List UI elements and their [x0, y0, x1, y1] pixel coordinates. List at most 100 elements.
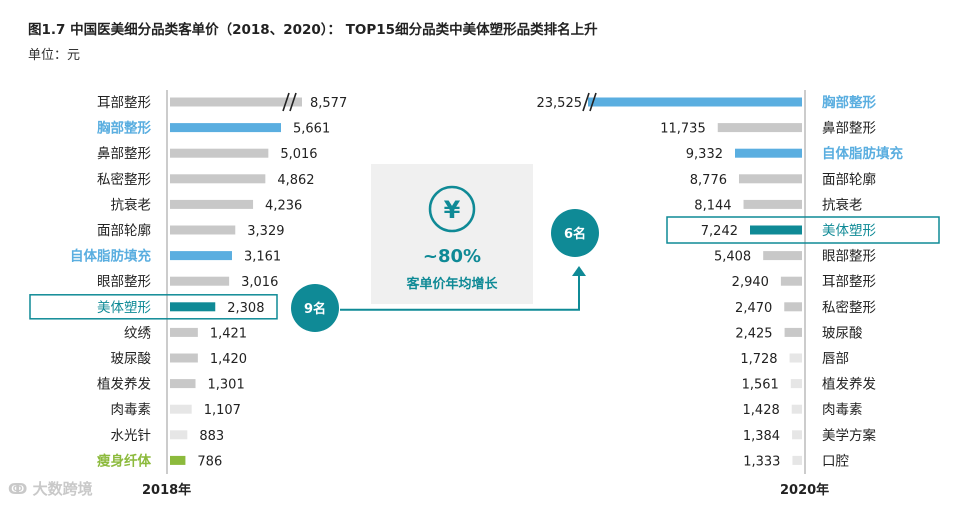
bar-2018-9: [170, 327, 198, 337]
value-label-2018-2: 5,016: [280, 147, 317, 162]
value-label-2018-11: 1,301: [208, 378, 245, 393]
category-label-2020-11: 植发养发: [822, 377, 876, 393]
growth-label: 客单价年均增长: [406, 276, 498, 292]
bar-2020-6: [763, 251, 802, 261]
value-label-2018-0: 8,577: [310, 96, 347, 111]
value-label-2020-4: 8,144: [694, 198, 731, 213]
category-label-2020-3: 面部轮廓: [822, 171, 876, 188]
bar-2018-14: [170, 455, 186, 465]
category-label-2020-7: 耳部整形: [822, 274, 876, 290]
bar-2018-11: [170, 379, 196, 389]
axis-break-mark-2020-a: [582, 92, 590, 112]
value-label-2020-12: 1,428: [743, 403, 780, 418]
axis-break-mark-2018-a: [282, 92, 290, 112]
value-label-2018-12: 1,107: [204, 403, 241, 418]
bar-2018-5: [170, 225, 236, 235]
bar-2020-2: [735, 148, 802, 158]
category-label-2018-9: 纹绣: [124, 325, 151, 341]
category-label-2020-10: 唇部: [822, 351, 849, 367]
category-label-2020-14: 口腔: [822, 453, 849, 469]
rank-badge-2018-label: 9名: [304, 301, 326, 317]
value-label-2020-14: 1,333: [743, 454, 780, 469]
category-label-2020-6: 眼部整形: [822, 249, 876, 265]
bar-2018-7: [170, 276, 230, 286]
bar-2020-11: [790, 379, 802, 389]
connector-arrow: [340, 273, 580, 311]
bar-2020-7: [780, 276, 802, 286]
bar-2018-6: [170, 251, 232, 261]
bar-2020-5: [750, 225, 802, 235]
category-label-2020-0: 胸部整形: [822, 94, 876, 111]
bar-2020-8: [784, 302, 802, 312]
bar-2020-1: [717, 123, 802, 133]
category-label-2018-10: 玻尿酸: [111, 351, 152, 367]
value-label-2020-6: 5,408: [714, 250, 751, 265]
value-label-2018-5: 3,329: [247, 224, 284, 239]
watermark-text: 大数跨境: [32, 480, 93, 498]
axis-break-mark-2020-b: [589, 92, 597, 112]
value-label-2018-6: 3,161: [244, 250, 281, 265]
category-label-2018-6: 自体脂肪填充: [70, 248, 151, 265]
category-label-2018-12: 肉毒素: [111, 402, 152, 418]
category-label-2020-13: 美学方案: [822, 427, 876, 444]
category-label-2020-5: 美体塑形: [822, 223, 876, 239]
value-label-2018-3: 4,862: [277, 173, 314, 188]
highlight-box-2020: [666, 216, 940, 244]
category-label-2018-5: 面部轮廓: [97, 222, 151, 239]
value-label-2020-8: 2,470: [735, 301, 772, 316]
rank-badge-2020-label: 6名: [564, 226, 586, 242]
category-label-2018-4: 抗衰老: [111, 196, 152, 213]
yen-icon-glyph: ¥: [444, 196, 461, 224]
bar-2018-0: [170, 97, 302, 107]
connector-arrowhead-icon: [572, 266, 586, 276]
bar-2018-2: [170, 148, 269, 158]
bar-2018-8: [170, 302, 216, 312]
bar-2020-14: [792, 455, 802, 465]
category-label-2018-11: 植发养发: [97, 377, 151, 393]
bar-2018-10: [170, 353, 198, 363]
bar-2020-9: [784, 327, 802, 337]
value-label-2018-14: 786: [197, 454, 222, 469]
yen-icon: [428, 185, 476, 233]
unit-label: 单位：元: [28, 48, 81, 63]
value-label-2018-4: 4,236: [265, 198, 302, 213]
category-label-2018-13: 水光针: [111, 428, 152, 444]
category-label-2020-8: 私密整形: [822, 299, 876, 316]
watermark: ↂ 大数跨境: [8, 478, 93, 499]
bar-2020-13: [792, 430, 802, 440]
x-axis-label-2018: 2018年: [142, 482, 191, 498]
category-label-2018-3: 私密整形: [97, 171, 151, 188]
value-label-2020-9: 2,425: [735, 326, 772, 341]
x-axis-label-2020: 2020年: [780, 482, 829, 498]
highlight-box-2018: [29, 294, 278, 320]
value-label-2018-9: 1,421: [210, 326, 247, 341]
value-label-2020-7: 2,940: [732, 275, 769, 290]
watermark-logo-icon: ↂ: [8, 480, 28, 498]
category-label-2020-2: 自体脂肪填充: [822, 145, 903, 162]
rank-badge-2018: [291, 284, 339, 332]
value-label-2020-1: 11,735: [660, 122, 706, 137]
rank-badge-2020: [551, 209, 599, 257]
axis-break-mark-2018-b: [289, 92, 297, 112]
value-label-2020-11: 1,561: [742, 378, 779, 393]
value-label-2020-3: 8,776: [690, 173, 727, 188]
bar-2020-0: [588, 97, 802, 107]
value-label-2020-10: 1,728: [740, 352, 777, 367]
category-label-2018-2: 鼻部整形: [97, 145, 151, 162]
bar-2018-1: [170, 123, 281, 133]
bar-2020-12: [791, 404, 802, 414]
chart-title: 图1.7 中国医美细分品类客单价（2018、2020）： TOP15细分品类中美…: [28, 22, 598, 38]
bar-2018-12: [170, 404, 192, 414]
bar-2020-4: [743, 199, 802, 209]
category-label-2020-12: 肉毒素: [822, 402, 863, 418]
growth-value: ~80%: [423, 246, 481, 267]
value-label-2020-5: 7,242: [701, 224, 738, 239]
value-label-2020-2: 9,332: [686, 147, 723, 162]
category-label-2018-7: 眼部整形: [97, 274, 151, 290]
value-label-2018-13: 883: [199, 429, 224, 444]
bar-2020-10: [789, 353, 802, 363]
value-label-2020-0: 23,525: [537, 96, 583, 111]
category-label-2018-1: 胸部整形: [97, 120, 151, 137]
value-label-2018-8: 2,308: [227, 301, 264, 316]
